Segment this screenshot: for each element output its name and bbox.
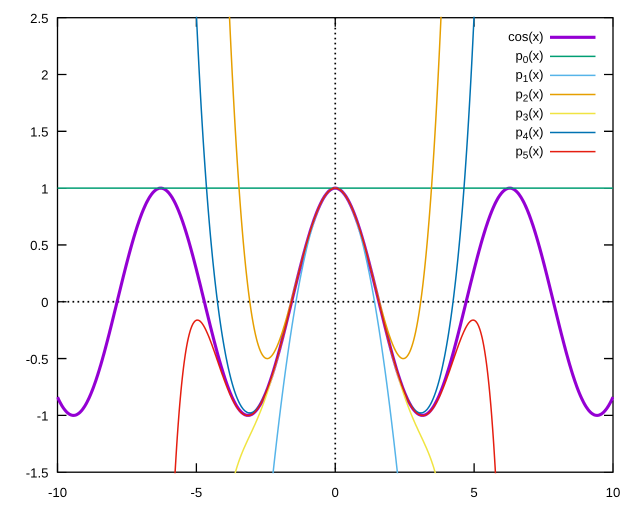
svg-text:0.5: 0.5 [30,238,48,253]
svg-text:1: 1 [41,181,48,196]
svg-text:5: 5 [470,485,477,500]
svg-text:cos(x): cos(x) [508,29,543,44]
svg-text:p5(x): p5(x) [516,143,544,161]
svg-text:p4(x): p4(x) [516,124,544,142]
svg-text:-10: -10 [48,485,67,500]
svg-text:-0.5: -0.5 [26,352,49,367]
svg-text:-1: -1 [37,409,49,424]
svg-text:-1.5: -1.5 [26,465,49,480]
svg-text:0: 0 [41,295,48,310]
svg-text:10: 10 [606,485,621,500]
svg-text:p1(x): p1(x) [516,67,544,85]
svg-text:2.5: 2.5 [30,11,48,26]
svg-text:p3(x): p3(x) [516,105,544,123]
svg-text:2: 2 [41,68,48,83]
svg-text:p2(x): p2(x) [516,86,544,104]
svg-text:0: 0 [332,485,339,500]
svg-text:1.5: 1.5 [30,125,48,140]
svg-text:-5: -5 [191,485,203,500]
svg-text:p0(x): p0(x) [516,48,544,66]
